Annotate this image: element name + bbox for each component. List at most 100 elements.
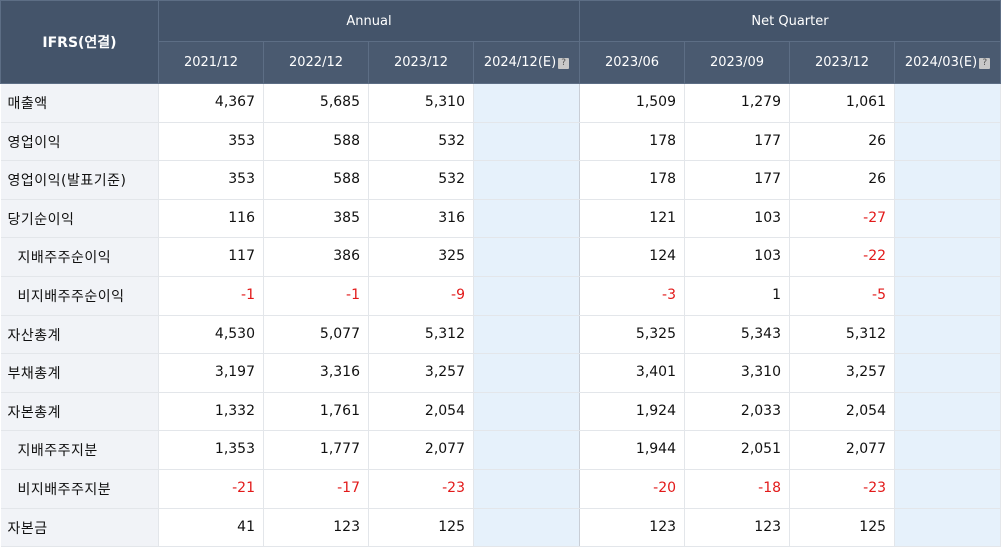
annual-group-header: Annual	[157, 0, 581, 42]
value-cell: 5,312	[789, 315, 896, 355]
table-row: 자본금 41 123 125 123 123 125	[0, 508, 1001, 548]
value-cell: 5,312	[368, 315, 474, 355]
value-cell: -18	[684, 469, 791, 509]
value-cell: -21	[158, 469, 264, 509]
table-row: 영업이익 353 588 532 178 177 26	[0, 122, 1001, 162]
value-cell: 325	[368, 237, 474, 277]
period-header-estimate: 2024/03(E)?	[894, 41, 1001, 84]
ifrs-consolidated-header: IFRS(연결)	[0, 0, 159, 84]
estimate-cell	[894, 237, 1001, 277]
row-label: 자본금	[0, 508, 159, 548]
value-cell: 1,509	[579, 83, 686, 123]
value-cell: 4,530	[158, 315, 264, 355]
row-label: 지배주주순이익	[0, 237, 159, 277]
value-cell: 41	[158, 508, 264, 548]
value-cell: 3,257	[368, 353, 474, 393]
estimate-cell	[894, 276, 1001, 316]
value-cell: 316	[368, 199, 474, 239]
value-cell: 103	[684, 237, 791, 277]
value-cell: 123	[579, 508, 686, 548]
row-label: 비지배주주지분	[0, 469, 159, 509]
value-cell: 1,777	[263, 430, 369, 470]
period-header-label: 2024/03(E)	[904, 55, 978, 70]
value-cell: -27	[789, 199, 896, 239]
value-cell: 353	[158, 122, 264, 162]
estimate-cell	[894, 469, 1001, 509]
estimate-cell	[894, 430, 1001, 470]
value-cell: 177	[684, 160, 791, 200]
table-row: 부채총계 3,197 3,316 3,257 3,401 3,310 3,257	[0, 353, 1001, 393]
row-label: 자산총계	[0, 315, 159, 355]
value-cell: -17	[263, 469, 369, 509]
value-cell: 2,051	[684, 430, 791, 470]
value-cell: 2,054	[789, 392, 896, 432]
row-label: 자본총계	[0, 392, 159, 432]
value-cell: -1	[263, 276, 369, 316]
estimate-cell	[894, 83, 1001, 123]
value-cell: 3,257	[789, 353, 896, 393]
value-cell: 385	[263, 199, 369, 239]
value-cell: 532	[368, 122, 474, 162]
row-label: 영업이익(발표기준)	[0, 160, 159, 200]
table-row: 당기순이익 116 385 316 121 103 -27	[0, 199, 1001, 239]
value-cell: 125	[789, 508, 896, 548]
value-cell: -9	[368, 276, 474, 316]
table-row: 영업이익(발표기준) 353 588 532 178 177 26	[0, 160, 1001, 200]
help-icon[interactable]: ?	[558, 58, 570, 69]
period-header: 2023/12	[368, 41, 474, 84]
value-cell: 1,944	[579, 430, 686, 470]
value-cell: 5,077	[263, 315, 369, 355]
value-cell: -5	[789, 276, 896, 316]
value-cell: 1	[684, 276, 791, 316]
value-cell: 178	[579, 122, 686, 162]
value-cell: 177	[684, 122, 791, 162]
value-cell: 353	[158, 160, 264, 200]
value-cell: 3,197	[158, 353, 264, 393]
estimate-cell	[473, 315, 581, 355]
period-header: 2021/12	[158, 41, 264, 84]
value-cell: 103	[684, 199, 791, 239]
help-icon[interactable]: ?	[979, 58, 991, 69]
value-cell: 1,353	[158, 430, 264, 470]
value-cell: 3,401	[579, 353, 686, 393]
value-cell: 1,761	[263, 392, 369, 432]
value-cell: -22	[789, 237, 896, 277]
estimate-cell	[473, 83, 581, 123]
period-header: 2023/06	[579, 41, 686, 84]
value-cell: 5,343	[684, 315, 791, 355]
value-cell: -1	[158, 276, 264, 316]
row-label: 매출액	[0, 83, 159, 123]
value-cell: 121	[579, 199, 686, 239]
table-row: 자산총계 4,530 5,077 5,312 5,325 5,343 5,312	[0, 315, 1001, 355]
value-cell: -20	[579, 469, 686, 509]
row-label: 영업이익	[0, 122, 159, 162]
table-row: 지배주주순이익 117 386 325 124 103 -22	[0, 237, 1001, 277]
value-cell: 2,077	[368, 430, 474, 470]
value-cell: 3,310	[684, 353, 791, 393]
period-header-label: 2024/12(E)	[483, 55, 557, 70]
estimate-cell	[894, 508, 1001, 548]
row-label: 당기순이익	[0, 199, 159, 239]
value-cell: 124	[579, 237, 686, 277]
estimate-cell	[473, 237, 581, 277]
value-cell: 1,332	[158, 392, 264, 432]
value-cell: 2,033	[684, 392, 791, 432]
value-cell: 532	[368, 160, 474, 200]
value-cell: 2,054	[368, 392, 474, 432]
value-cell: 117	[158, 237, 264, 277]
estimate-cell	[894, 199, 1001, 239]
value-cell: 5,310	[368, 83, 474, 123]
estimate-cell	[473, 276, 581, 316]
value-cell: 3,316	[263, 353, 369, 393]
row-label: 지배주주지분	[0, 430, 159, 470]
value-cell: 588	[263, 122, 369, 162]
value-cell: -23	[789, 469, 896, 509]
value-cell: 5,685	[263, 83, 369, 123]
table-row: 비지배주주순이익 -1 -1 -9 -3 1 -5	[0, 276, 1001, 316]
estimate-cell	[473, 508, 581, 548]
estimate-cell	[894, 160, 1001, 200]
value-cell: 123	[263, 508, 369, 548]
value-cell: 1,279	[684, 83, 791, 123]
value-cell: 125	[368, 508, 474, 548]
